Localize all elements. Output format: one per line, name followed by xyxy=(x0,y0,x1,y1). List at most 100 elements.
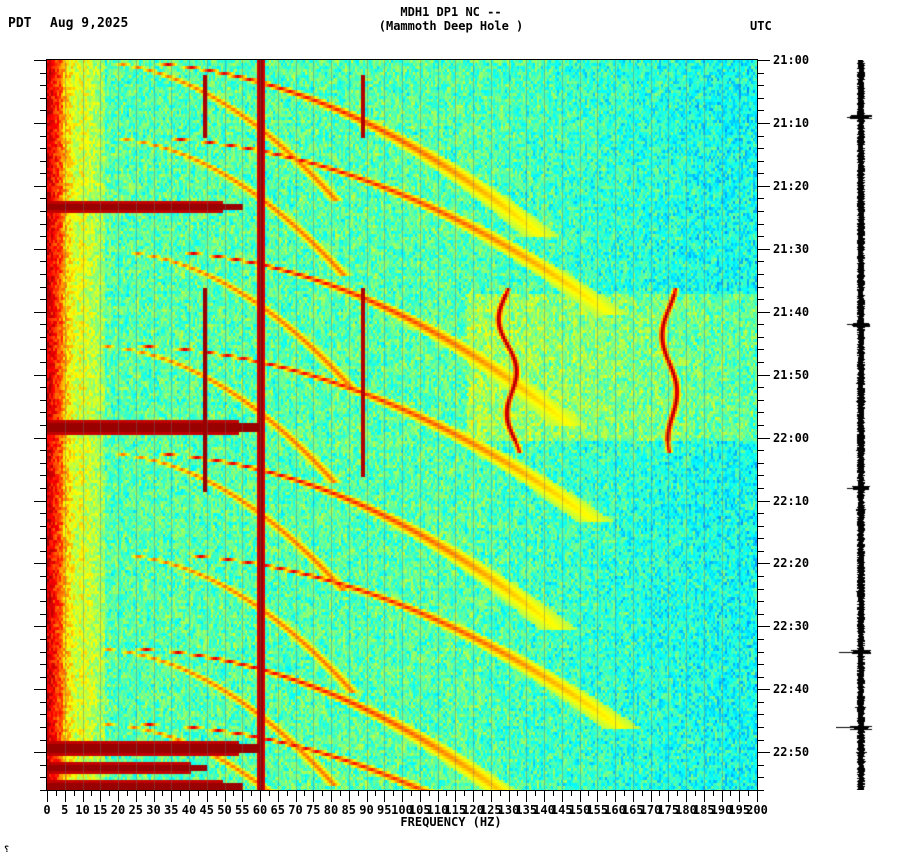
freq-label: 60 xyxy=(252,803,268,817)
tick-minor-utc xyxy=(757,299,764,301)
tick-major-freq xyxy=(260,790,261,802)
tick-minor-freq xyxy=(570,790,572,796)
tick-major-freq xyxy=(295,790,297,802)
tick-major-freq xyxy=(384,790,386,802)
tick-minor-utc xyxy=(757,777,764,779)
tick-minor-freq xyxy=(410,790,412,796)
tick-minor-pdt xyxy=(40,588,47,590)
freq-label: 120 xyxy=(462,803,484,817)
tick-major-pdt xyxy=(34,626,47,628)
tick-major-freq xyxy=(615,790,616,802)
date-label: Aug 9,2025 xyxy=(50,16,129,31)
tick-major-freq xyxy=(668,790,670,802)
tick-minor-utc xyxy=(757,764,764,766)
tick-minor-freq xyxy=(730,790,732,796)
tick-minor-freq xyxy=(588,790,590,796)
freq-label: 130 xyxy=(497,803,520,817)
tick-major-pdt xyxy=(34,122,47,124)
spectrogram-plot xyxy=(47,60,757,790)
tick-minor-pdt xyxy=(40,739,47,741)
tick-minor-pdt xyxy=(40,173,47,175)
tick-minor-pdt xyxy=(40,135,47,137)
tick-minor-freq xyxy=(712,790,714,796)
tick-major-freq xyxy=(331,790,332,802)
tick-minor-pdt xyxy=(40,160,47,162)
tick-minor-pdt xyxy=(40,336,47,338)
tick-major-pdt xyxy=(34,437,47,439)
page-subtitle: (Mammoth Deep Hole ) xyxy=(378,19,524,33)
tick-minor-pdt xyxy=(40,727,47,729)
tick-minor-pdt xyxy=(40,72,47,74)
tick-minor-utc xyxy=(757,601,764,603)
tick-major-utc xyxy=(757,563,770,565)
freq-label: 40 xyxy=(181,803,197,817)
tick-major-freq xyxy=(526,790,528,802)
tick-minor-pdt xyxy=(40,462,47,464)
tick-major-pdt xyxy=(34,374,47,376)
tick-major-pdt xyxy=(34,185,47,187)
tick-minor-freq xyxy=(339,790,341,796)
time-label-utc: 21:50 xyxy=(773,367,810,382)
tick-minor-utc xyxy=(757,160,764,162)
time-label-utc: 22:10 xyxy=(773,493,810,508)
x-axis-title: FREQUENCY (HZ) xyxy=(400,815,502,829)
tick-minor-pdt xyxy=(40,223,47,225)
tick-minor-pdt xyxy=(40,261,47,263)
tick-minor-utc xyxy=(757,487,764,489)
tick-minor-freq xyxy=(73,790,75,796)
tick-minor-freq xyxy=(357,790,359,796)
time-label-utc: 22:20 xyxy=(773,556,810,571)
tick-major-utc xyxy=(757,311,770,313)
tick-minor-utc xyxy=(757,714,764,716)
freq-label: 200 xyxy=(746,803,768,817)
freq-label: 65 xyxy=(270,803,285,817)
tick-minor-utc xyxy=(757,462,764,464)
tick-major-freq xyxy=(402,790,403,802)
tick-minor-pdt xyxy=(40,425,47,426)
tick-minor-pdt xyxy=(40,664,47,666)
freq-label: 145 xyxy=(550,803,573,817)
tick-major-utc xyxy=(757,248,770,250)
tick-major-freq xyxy=(47,790,48,802)
time-label-utc: 21:00 xyxy=(773,53,810,67)
tick-major-freq xyxy=(757,790,758,802)
tick-minor-utc xyxy=(757,613,764,615)
freq-label: 55 xyxy=(235,803,250,817)
tick-minor-pdt xyxy=(40,651,47,653)
tick-minor-pdt xyxy=(40,110,47,112)
tick-major-freq xyxy=(437,790,439,802)
freq-label: 10 xyxy=(75,803,90,817)
freq-label: 0 xyxy=(43,803,51,817)
freq-label: 25 xyxy=(128,803,143,817)
tick-minor-pdt xyxy=(40,550,47,552)
tick-minor-utc xyxy=(757,638,764,640)
tick-minor-freq xyxy=(91,790,93,796)
freq-label: 15 xyxy=(93,803,108,817)
tick-major-pdt xyxy=(34,500,47,502)
tick-minor-utc xyxy=(757,588,764,590)
tick-minor-pdt xyxy=(40,513,47,515)
tick-major-freq xyxy=(118,790,119,802)
tick-minor-utc xyxy=(757,261,764,263)
freq-label: 160 xyxy=(604,803,626,817)
tick-major-pdt xyxy=(34,60,47,61)
time-axis-utc: 21:00 21:10 21:20 21:30 21:40 21:50 22:00 22:10… xyxy=(757,0,837,864)
spectrogram-canvas xyxy=(47,60,757,790)
tick-minor-freq xyxy=(162,790,164,796)
freq-label: 105 xyxy=(408,803,431,817)
freq-label: 110 xyxy=(426,803,449,817)
freq-label: 190 xyxy=(710,803,733,817)
tick-minor-pdt xyxy=(40,714,47,716)
tick-minor-freq xyxy=(144,790,146,796)
tick-minor-freq xyxy=(623,790,625,796)
tick-minor-utc xyxy=(757,135,764,137)
tick-minor-utc xyxy=(757,525,764,527)
tick-minor-freq xyxy=(180,790,182,796)
freq-label: 20 xyxy=(110,803,126,817)
tick-minor-pdt xyxy=(40,236,47,238)
tick-minor-utc xyxy=(757,450,764,452)
freq-label: 150 xyxy=(568,803,591,817)
tick-minor-utc xyxy=(757,425,764,426)
tick-minor-utc xyxy=(757,211,764,213)
tick-major-freq xyxy=(313,790,315,802)
